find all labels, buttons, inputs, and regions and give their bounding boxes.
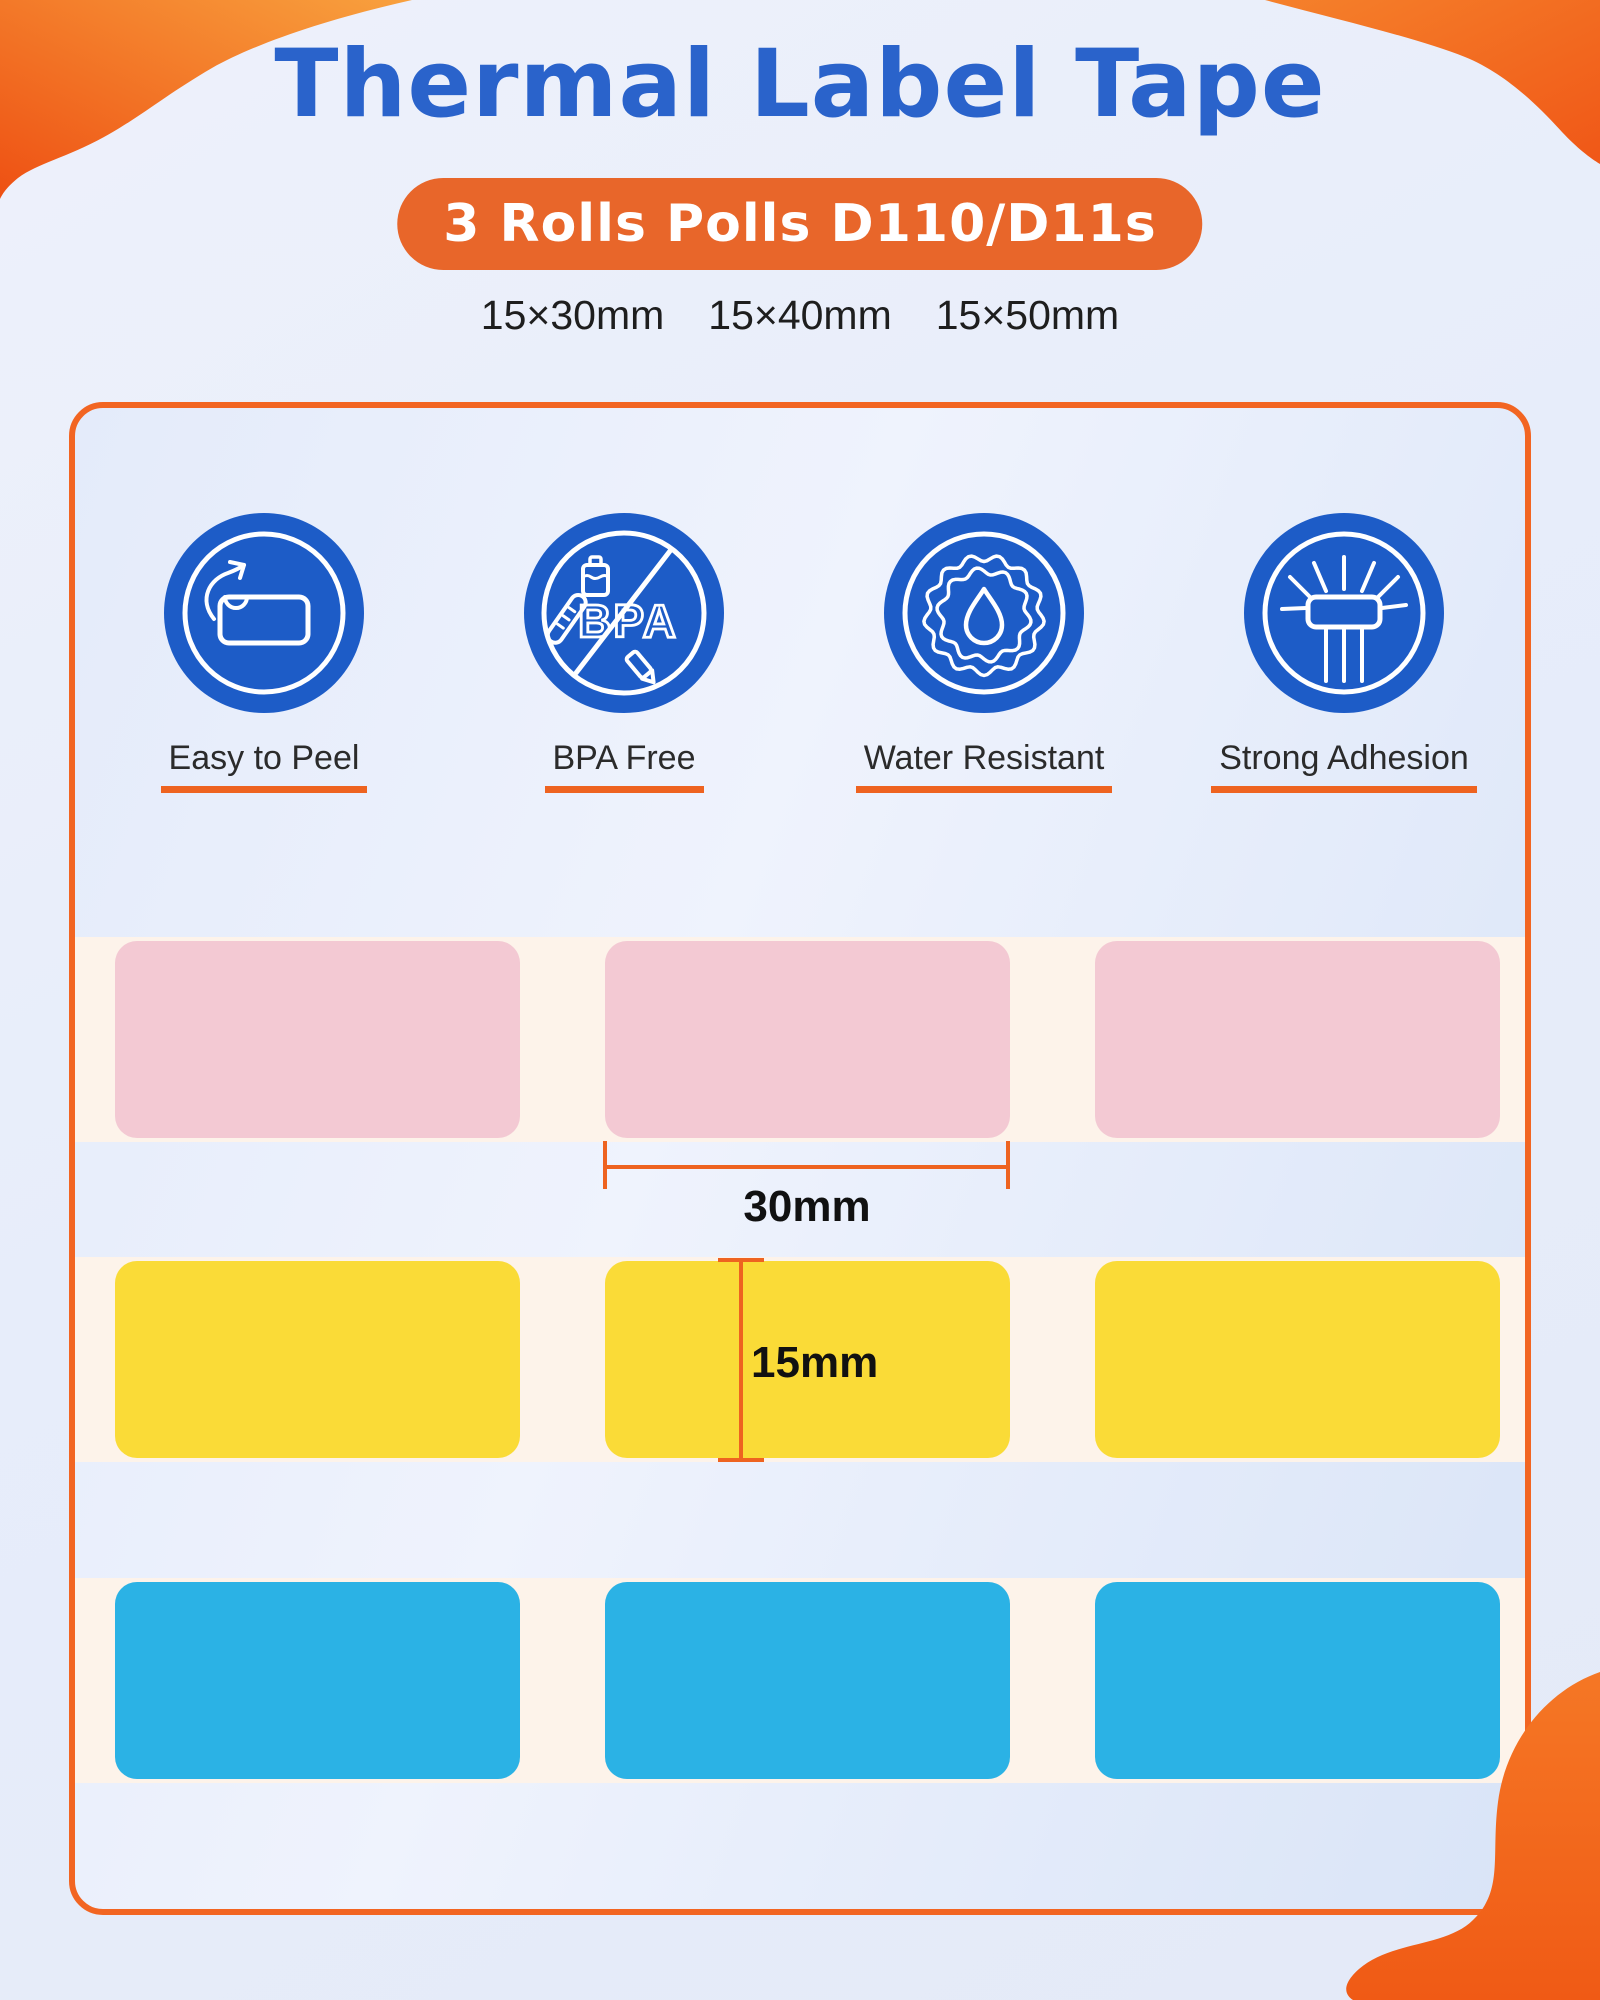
feature-water-resistant: Water Resistant: [834, 513, 1134, 793]
feature-panel: Easy to Peel BPA: [69, 402, 1531, 1915]
decor-blob-top-right-icon: [1265, 0, 1600, 164]
width-dimension-value: 30mm: [743, 1182, 871, 1231]
width-dimension-tick-left: [603, 1141, 607, 1189]
feature-label: Strong Adhesion: [1211, 739, 1477, 793]
label-swatch-yellow: [115, 1261, 520, 1458]
tape-row-blue: [75, 1578, 1525, 1783]
width-dimension-line: [605, 1165, 1010, 1169]
label-swatch-pink: [115, 941, 520, 1138]
feature-label: Water Resistant: [855, 739, 1113, 793]
size-list: 15×30mm 15×40mm 15×50mm: [0, 292, 1600, 339]
adhesion-icon: [1244, 513, 1444, 713]
label-swatch-blue: [605, 1582, 1010, 1779]
label-swatch-yellow: [605, 1261, 1010, 1458]
height-dimension-line: [739, 1260, 743, 1462]
feature-strong-adhesion: Strong Adhesion: [1194, 513, 1494, 793]
label-swatch-pink: [1095, 941, 1500, 1138]
label-swatch-yellow: [1095, 1261, 1500, 1458]
bpa-free-icon: BPA: [524, 513, 724, 713]
feature-easy-to-peel: Easy to Peel: [114, 513, 414, 793]
tape-row-pink: [75, 937, 1525, 1142]
size-item: 15×40mm: [708, 292, 892, 338]
size-item: 15×50mm: [935, 292, 1120, 338]
label-swatch-pink: [605, 941, 1010, 1138]
feature-label: Easy to Peel: [160, 739, 368, 793]
rolls-badge: 3 Rolls Polls D110/D11s: [397, 178, 1203, 270]
width-dimension-tick-right: [1006, 1141, 1010, 1189]
decor-blob-bottom-right-icon: [1346, 1672, 1600, 2000]
height-dimension-value: 15mm: [751, 1338, 879, 1387]
height-dimension-tick-bottom: [718, 1458, 764, 1462]
size-item: 15×30mm: [480, 292, 665, 338]
label-swatch-blue: [1095, 1582, 1500, 1779]
bpa-letters: BPA: [578, 595, 678, 647]
feature-bpa-free: BPA BPA Free: [474, 513, 774, 793]
tape-row-yellow: [75, 1257, 1525, 1462]
feature-label: BPA Free: [544, 739, 704, 793]
water-drop-icon: [884, 513, 1084, 713]
page-title: Thermal Label Tape: [274, 30, 1326, 139]
label-swatch-blue: [115, 1582, 520, 1779]
decor-blob-top-left-icon: [0, 0, 412, 199]
peel-icon: [164, 513, 364, 713]
height-dimension-tick-top: [718, 1258, 764, 1262]
